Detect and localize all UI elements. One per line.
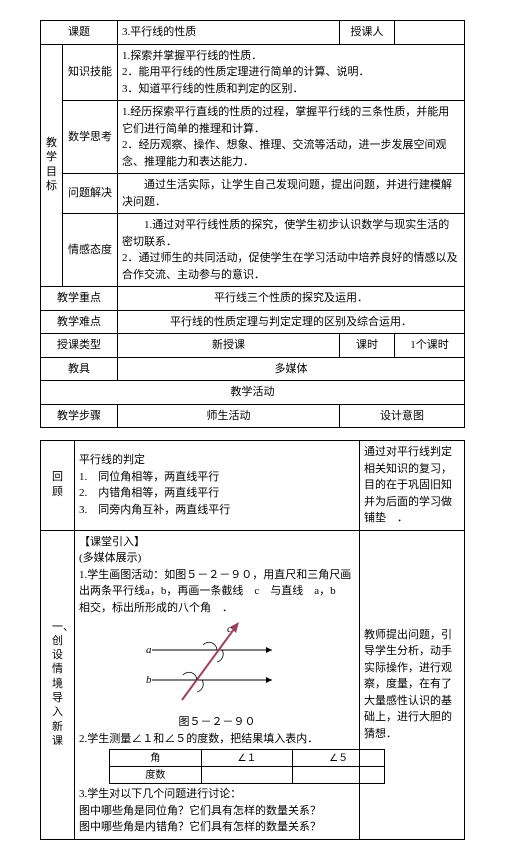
- think-label: 数学思考: [63, 101, 118, 174]
- scene-design: 教师提出问题，引导学生分析，动手实际操作，进行观察，度量，在有了大量感性认识的基…: [360, 530, 465, 839]
- emotion-text: 1.通过对平行线性质的探究，使学生初步认识数学与现实生活的密切联系． 2．通过师…: [118, 214, 465, 287]
- goals-label: 教学目标: [41, 44, 63, 287]
- angle-inner-table: 角 ∠１ ∠５ 度数: [109, 749, 385, 784]
- keypoint-label: 教学重点: [41, 287, 118, 311]
- ih-c4: 度数: [110, 767, 202, 784]
- svg-text:a: a: [146, 644, 152, 656]
- skill-label: 知识技能: [63, 44, 118, 101]
- lesson-meta-table: 课题 3.平行线的性质 授课人 教学目标 知识技能 1.探索并掌握平行线的性质．…: [40, 20, 465, 428]
- skill-text: 1.探索并掌握平行线的性质． 2．能用平行线的性质定理进行简单的计算、说明． 3…: [118, 44, 465, 101]
- scene-label: 一、创设情境导入新课: [41, 530, 75, 839]
- keypoint-text: 平行线三个性质的探究及运用．: [118, 287, 465, 311]
- scene-measure: 2.学生测量∠１和∠５的度数，把结果填入表内．: [79, 731, 355, 748]
- scene-body: 【课堂引入】 (多媒体展示) 1.学生画图活动：如图５－２－９０，用直尺和三角尺…: [75, 530, 360, 839]
- classtype-v3: 1个课时: [395, 334, 465, 358]
- solve-label: 问题解决: [63, 174, 118, 214]
- teacher-value: [395, 21, 465, 45]
- teacher-label: 授课人: [340, 21, 395, 45]
- step-c1: 师生活动: [118, 404, 340, 428]
- ih-c1: 角: [110, 750, 202, 767]
- review-label: 回顾: [41, 441, 75, 531]
- difficulty-label: 教学难点: [41, 310, 118, 334]
- step-c2: 设计意图: [340, 404, 465, 428]
- step-label: 教学步骤: [41, 404, 118, 428]
- classtype-label: 授课类型: [41, 334, 118, 358]
- classtype-v2: 课时: [340, 334, 395, 358]
- topic-value: 3.平行线的性质: [118, 21, 340, 45]
- emotion-label: 情感态度: [63, 214, 118, 287]
- activity-header: 教学活动: [41, 381, 465, 405]
- classtype-v1: 新授课: [118, 334, 340, 358]
- svg-text:b: b: [146, 674, 152, 686]
- ih-blank1: [201, 767, 293, 784]
- review-text: 平行线的判定 1. 同位角相等，两直线平行 2. 内错角相等，两直线平行 3. …: [75, 441, 360, 531]
- tool-text: 多媒体: [118, 357, 465, 381]
- tool-label: 教具: [41, 357, 118, 381]
- scene-discuss: 3.学生对以下几个问题进行讨论： 图中哪些角是同位角？它们具有怎样的数量关系？ …: [79, 786, 355, 836]
- figure-caption: 图５－２－９０: [79, 714, 355, 731]
- solve-text: 通过生活实际，让学生自己发现问题，提出问题，并进行建模解决问题．: [118, 174, 465, 214]
- difficulty-text: 平行线的性质定理与判定定理的区别及综合运用．: [118, 310, 465, 334]
- think-text: 1.经历探索平行直线的性质的过程，掌握平行线的三条性质，并能用它们进行简单的推理…: [118, 101, 465, 174]
- activity-table: 回顾 平行线的判定 1. 同位角相等，两直线平行 2. 内错角相等，两直线平行 …: [40, 440, 465, 840]
- scene-intro: 【课堂引入】 (多媒体展示) 1.学生画图活动：如图５－２－９０，用直尺和三角尺…: [79, 534, 355, 617]
- ih-c2: ∠１: [201, 750, 293, 767]
- review-design: 通过对平行线判定相关知识的复习，目的在于巩固旧知并为后面的学习做铺垫 ．: [360, 441, 465, 531]
- topic-label: 课题: [41, 21, 118, 45]
- svg-text:c: c: [227, 623, 232, 635]
- parallel-lines-diagram: c a b: [142, 620, 292, 710]
